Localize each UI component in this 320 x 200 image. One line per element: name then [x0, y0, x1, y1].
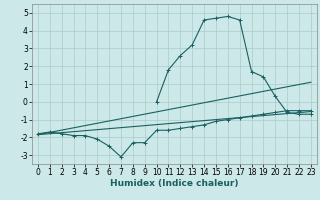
- X-axis label: Humidex (Indice chaleur): Humidex (Indice chaleur): [110, 179, 239, 188]
